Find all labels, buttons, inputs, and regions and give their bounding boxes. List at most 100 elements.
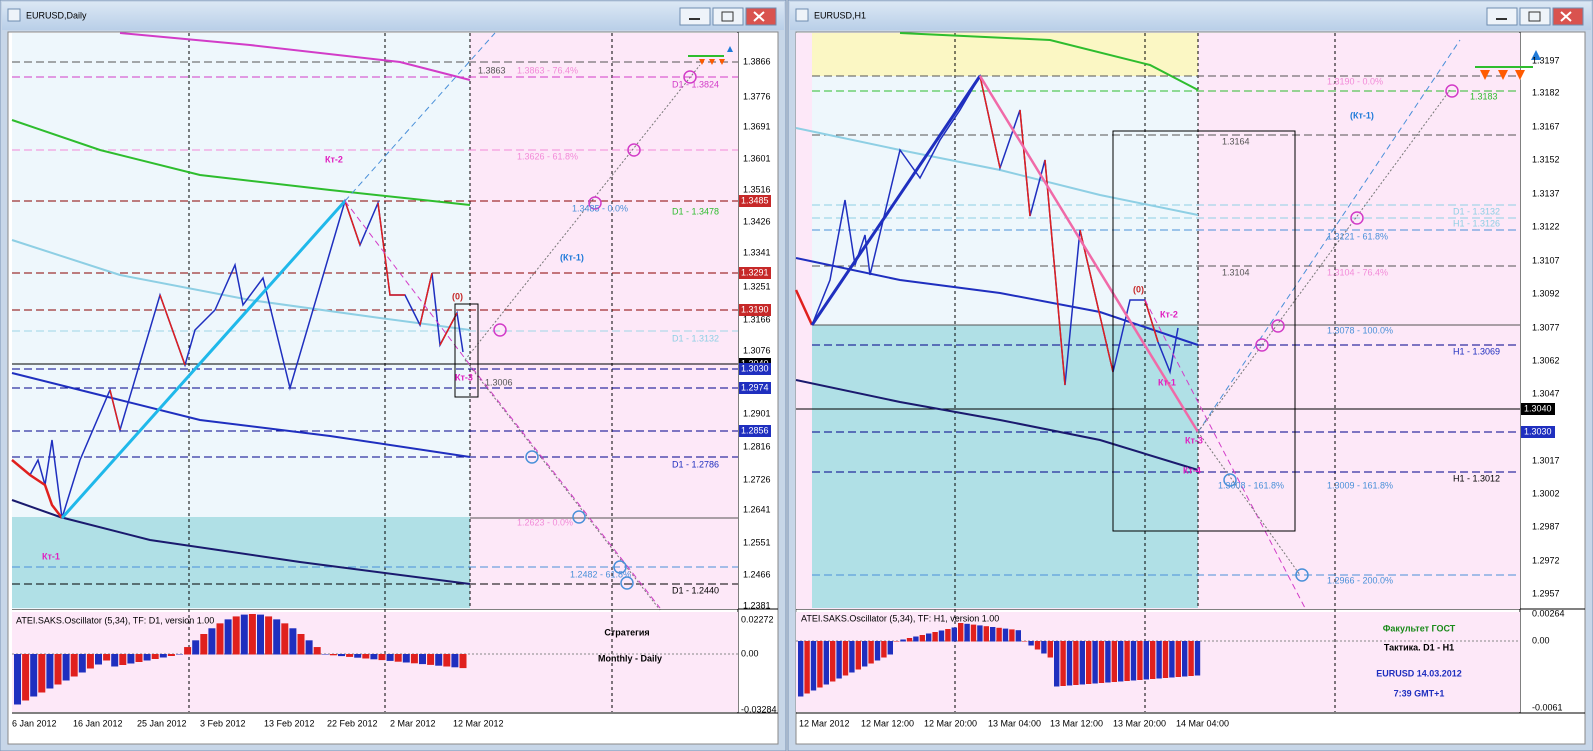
oscillator-bar — [836, 641, 842, 679]
window-button[interactable] — [1552, 7, 1584, 26]
marker — [1255, 338, 1269, 352]
zigzag — [419, 272, 433, 326]
oscillator-bar — [386, 654, 394, 661]
oscillator-bar — [159, 654, 167, 658]
moving-average — [11, 372, 471, 458]
zigzag — [439, 312, 458, 346]
price-axis-label: 1.2381 — [743, 600, 771, 610]
price-tag-label: 1.3190 — [741, 304, 769, 314]
price-axis-label: 1.3076 — [743, 345, 771, 355]
level-label: D1 - 1.2786 — [672, 459, 719, 469]
zigzag — [377, 202, 405, 296]
date-label: 14 Mar 04:00 — [1176, 718, 1229, 728]
price-axis-label: 1.3167 — [1532, 121, 1560, 131]
oscillator-bar — [958, 623, 964, 642]
level-label: 1.3190 - 0.0% — [1327, 76, 1383, 86]
marker — [572, 510, 586, 524]
oscillator-bar — [459, 654, 467, 669]
oscillator-bar — [30, 654, 38, 697]
oscillator-bar — [1111, 641, 1117, 682]
oscillator-bar — [1188, 641, 1194, 676]
oscillator-bar — [810, 641, 817, 691]
date-label: 6 Jan 2012 — [12, 718, 57, 728]
level-label: 1.3104 — [1222, 267, 1250, 277]
oscillator-bar — [14, 654, 21, 705]
window-button[interactable] — [712, 7, 744, 26]
oscillator-bar — [1047, 641, 1053, 658]
oscillator-bar — [54, 654, 62, 685]
zigzag — [11, 459, 63, 519]
bg — [812, 325, 1198, 608]
oscillator-bar — [938, 630, 945, 642]
frame — [1112, 130, 1296, 532]
oscillator-bar — [224, 619, 232, 655]
oscillator-bar — [362, 654, 370, 659]
oscillator-bar — [862, 641, 868, 667]
bg — [812, 33, 1198, 76]
zigzag — [11, 198, 464, 519]
price-tag — [739, 363, 771, 375]
oscillator-bar — [1156, 641, 1162, 679]
oscillator-bar — [232, 616, 240, 655]
oscillator-bar — [1182, 641, 1188, 677]
oscillator-bar — [265, 616, 273, 655]
price-axis-label: 1.3062 — [1532, 355, 1560, 365]
zigzag — [1144, 299, 1159, 343]
oscillator-bar — [970, 624, 977, 642]
oscillator-bar — [38, 654, 46, 693]
price-tag — [1521, 426, 1555, 438]
oscillator-bar — [346, 654, 354, 657]
level-label: D1 - 1.3478 — [672, 206, 719, 216]
oscillator-bar — [62, 654, 70, 681]
date-label: 16 Jan 2012 — [73, 718, 123, 728]
close-icon — [1560, 11, 1572, 22]
oscillator-bar — [868, 641, 874, 664]
marker — [1350, 211, 1364, 225]
oscillator-bar — [305, 640, 313, 655]
window-button[interactable] — [745, 7, 777, 26]
oscillator-bar — [1028, 641, 1034, 646]
oscillator-bar — [281, 623, 289, 655]
oscillator-bar — [103, 654, 111, 661]
oscillator-bar — [1194, 641, 1201, 676]
trend-line — [810, 75, 982, 326]
moving-average — [11, 239, 471, 331]
price-axis-label: 1.3047 — [1532, 388, 1560, 398]
oscillator-bar — [855, 641, 861, 670]
zigzag — [1079, 229, 1114, 373]
level-label: 1.3164 — [1222, 136, 1250, 146]
title-bar — [2, 2, 784, 30]
date-label: 12 Mar 2012 — [453, 718, 504, 728]
oscillator-bar — [1060, 641, 1066, 686]
oscillator-bar — [22, 654, 30, 701]
price-axis-label: 1.3077 — [1532, 322, 1560, 332]
date-label: 13 Feb 2012 — [264, 718, 315, 728]
price-axis-label: 1.2726 — [743, 474, 771, 484]
oscillator-bar — [1009, 629, 1015, 642]
oscillator-bar — [1169, 641, 1175, 678]
level-label: H1 - 1.3069 — [1453, 346, 1500, 356]
window-button[interactable] — [1519, 7, 1551, 26]
date-label: 13 Mar 20:00 — [1113, 718, 1166, 728]
oscillator-bar — [1054, 641, 1060, 687]
oscillator-bar — [983, 626, 989, 642]
bg — [12, 517, 470, 608]
moving-average — [11, 499, 471, 585]
window-button[interactable] — [1486, 7, 1518, 26]
price-axis-label: 1.2641 — [743, 504, 771, 514]
oscillator-bar — [913, 636, 919, 642]
level-label: 1.2482 - 61.8% — [570, 569, 631, 579]
oscillator-bar — [167, 654, 175, 656]
note: Факультет ГОСТ — [1383, 623, 1456, 633]
price-axis-label: 1.3776 — [743, 91, 771, 101]
level-label: 1.3626 - 61.8% — [517, 151, 578, 161]
oscillator-bar — [143, 654, 151, 661]
trend-line — [978, 75, 1200, 433]
level-label: H1 - 1.3012 — [1453, 473, 1500, 483]
price-axis-label: 1.2466 — [743, 569, 771, 579]
window-button[interactable] — [679, 7, 711, 26]
oscillator-bar — [289, 628, 297, 655]
level-label: 1.3485 - 0.0% — [572, 203, 628, 213]
price-axis-label: 1.2816 — [743, 441, 771, 451]
